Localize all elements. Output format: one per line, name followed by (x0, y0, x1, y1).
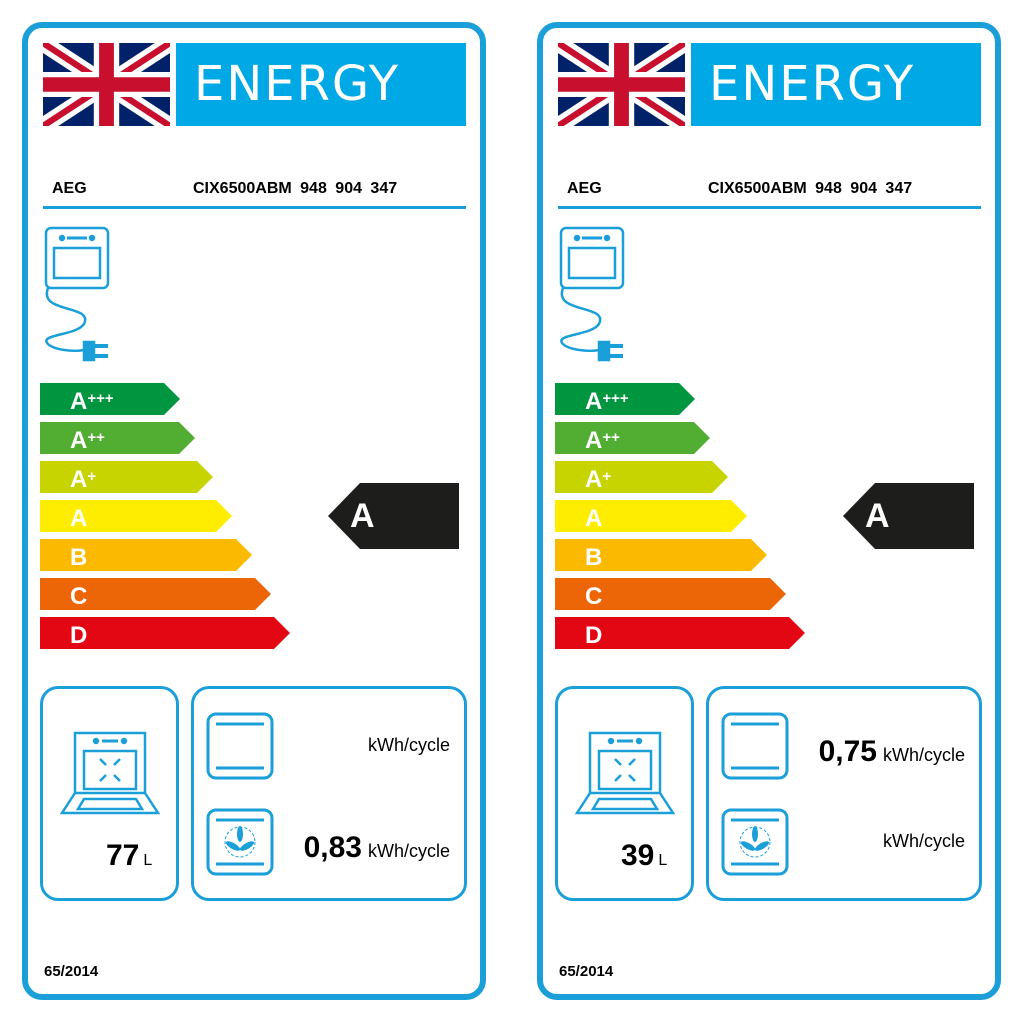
conventional-consumption: kWh/cycle (367, 735, 450, 755)
conventional-consumption: 0,75 kWh/cycle (818, 735, 965, 768)
class-letter: B (585, 544, 603, 571)
class-letter: A (585, 388, 603, 415)
fan-consumption: 0,83 kWh/cycle (303, 831, 450, 864)
class-letter: A (585, 427, 603, 454)
energy-class-bar: B (555, 539, 767, 571)
energy-class-bar: A+++ (40, 383, 180, 415)
volume-unit: L (143, 852, 153, 869)
model-number: CIX6500ABM 948 904 347 (193, 180, 398, 197)
class-letter: D (585, 622, 603, 649)
volume-box: 39 L (555, 686, 694, 901)
class-plus: +++ (87, 390, 114, 407)
fan-mode-icon (721, 808, 789, 881)
rating-arrow: A (328, 483, 459, 549)
class-plus: +++ (602, 390, 629, 407)
class-letter: B (70, 544, 88, 571)
model-number: CIX6500ABM 948 904 347 (708, 180, 913, 197)
class-plus: + (87, 468, 97, 485)
brand-name: AEG (567, 180, 602, 197)
class-letter: A (70, 427, 88, 454)
rating-arrow: A (843, 483, 974, 549)
energy-class-bar: A++ (555, 422, 710, 454)
energy-class-bar: A+++ (555, 383, 695, 415)
energy-class-bar: A+ (555, 461, 728, 493)
conventional-mode-icon (721, 712, 789, 785)
volume-box: 77 L (40, 686, 179, 901)
electric-oven-icon (559, 224, 629, 364)
energy-label: ENERGY AEG CIX6500ABM 948 904 347 A+++ A+… (537, 22, 1001, 1000)
regulation-number: 65/2014 (44, 963, 99, 980)
consumption-box: 0,75 kWh/cycle kWh/cycle (706, 686, 982, 901)
fan-consumption: kWh/cycle (882, 831, 965, 851)
class-letter: A (585, 466, 603, 493)
class-letter: C (585, 583, 603, 610)
uk-flag-icon (38, 36, 175, 133)
divider (558, 206, 981, 209)
energy-label: ENERGY AEG CIX6500ABM 948 904 347 A+++ A+… (22, 22, 486, 1000)
energy-class-bar: A (40, 500, 232, 532)
energy-banner: ENERGY (691, 43, 981, 126)
brand-name: AEG (52, 180, 87, 197)
class-letter: A (70, 388, 88, 415)
regulation-number: 65/2014 (559, 963, 614, 980)
class-letter: A (70, 505, 88, 532)
energy-class-bar: A+ (40, 461, 213, 493)
class-plus: + (602, 468, 612, 485)
energy-class-bar: D (40, 617, 290, 649)
energy-class-bar: A (555, 500, 747, 532)
class-letter: D (70, 622, 88, 649)
class-letter: C (70, 583, 88, 610)
energy-banner: ENERGY (176, 43, 466, 126)
class-letter: A (70, 466, 88, 493)
volume-value: 39 L (621, 839, 668, 872)
class-plus: ++ (602, 429, 620, 446)
oven-volume-icon (574, 729, 676, 834)
consumption-box: kWh/cycle 0,83 kWh/cycle (191, 686, 467, 901)
energy-class-bar: B (40, 539, 252, 571)
energy-class-bar: C (40, 578, 271, 610)
volume-value: 77 L (106, 839, 153, 872)
volume-unit: L (658, 852, 668, 869)
energy-class-bar: A++ (40, 422, 195, 454)
energy-class-bar: D (555, 617, 805, 649)
energy-class-bar: C (555, 578, 786, 610)
class-letter: A (585, 505, 603, 532)
class-plus: ++ (87, 429, 105, 446)
electric-oven-icon (44, 224, 114, 364)
divider (43, 206, 466, 209)
conventional-mode-icon (206, 712, 274, 785)
uk-flag-icon (553, 36, 690, 133)
oven-volume-icon (59, 729, 161, 834)
fan-mode-icon (206, 808, 274, 881)
